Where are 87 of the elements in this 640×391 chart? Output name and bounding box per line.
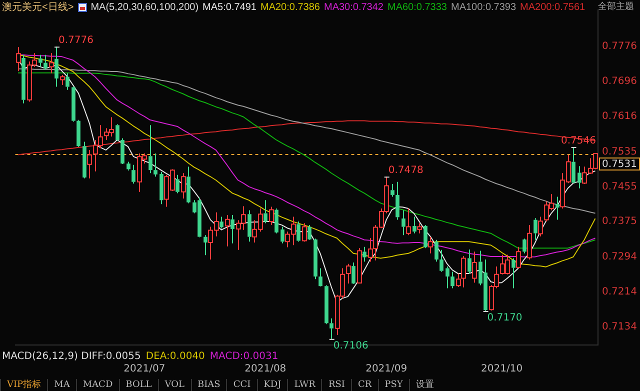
candlestick bbox=[412, 216, 416, 234]
text: RSI bbox=[321, 379, 351, 391]
candlestick bbox=[76, 119, 80, 148]
candlestick bbox=[38, 54, 42, 68]
annotation: 0.7546 bbox=[561, 136, 596, 147]
candlestick bbox=[132, 164, 136, 184]
candlestick bbox=[308, 224, 312, 240]
text: KDJ bbox=[256, 379, 288, 391]
annotation: 0.7478 bbox=[388, 165, 424, 176]
candlestick bbox=[396, 181, 400, 220]
candlestick bbox=[274, 208, 278, 234]
annotation: 全部主题 bbox=[597, 2, 635, 13]
candlestick bbox=[264, 200, 268, 224]
candlestick bbox=[352, 262, 356, 284]
candlestick bbox=[556, 196, 560, 220]
candlestick bbox=[296, 221, 300, 242]
candlestick bbox=[54, 46, 58, 88]
y-tick-label: 0.7455 bbox=[602, 181, 637, 192]
text: BIAS bbox=[190, 379, 226, 391]
candlestick bbox=[324, 284, 328, 325]
annotation: 0.7106 bbox=[333, 340, 368, 352]
text: MA60:0.7333 bbox=[387, 2, 447, 12]
annotation: 0.7776 bbox=[58, 35, 94, 46]
candlestick bbox=[578, 166, 582, 189]
candlestick bbox=[154, 153, 158, 178]
candlestick bbox=[44, 54, 48, 70]
candlestick bbox=[22, 54, 26, 104]
candlestick bbox=[220, 216, 224, 230]
candlestick bbox=[314, 238, 318, 280]
x-tick-label: 2021/09 bbox=[366, 364, 408, 375]
candlestick bbox=[126, 161, 130, 172]
text: DEA:0.0040 bbox=[146, 351, 205, 362]
candlestick bbox=[82, 141, 86, 179]
x-tick-label: 2021/08 bbox=[244, 364, 286, 375]
y-tick-label: 0.7696 bbox=[602, 76, 637, 88]
y-tick-label: 0.7375 bbox=[602, 216, 637, 228]
candlestick bbox=[248, 210, 252, 242]
text: PSY bbox=[378, 379, 409, 391]
candlestick bbox=[230, 214, 234, 244]
text: MA5:0.7491 bbox=[202, 2, 256, 12]
x-tick-label: 2021/10 bbox=[481, 364, 523, 375]
text: MACD(26,12,9) DIFF:0.0055 bbox=[2, 351, 141, 362]
candlestick bbox=[148, 124, 152, 174]
candlestick bbox=[450, 271, 454, 289]
candlestick bbox=[186, 166, 190, 204]
text: MA30:0.7342 bbox=[324, 2, 384, 12]
text: CCI bbox=[226, 379, 257, 391]
ref-line-label: 0.7531 bbox=[602, 159, 637, 170]
text: BOLL bbox=[118, 379, 158, 391]
candlestick bbox=[318, 268, 322, 286]
candlestick bbox=[120, 138, 124, 164]
y-tick-label: 0.7134 bbox=[602, 321, 637, 332]
chart-title: 澳元美元<日线> bbox=[2, 0, 74, 14]
candlestick bbox=[160, 171, 164, 205]
candlestick bbox=[402, 210, 406, 236]
y-tick-label: 0.7616 bbox=[602, 111, 637, 122]
text: LWR bbox=[287, 379, 322, 391]
candlestick bbox=[522, 238, 526, 254]
x-tick-label: 2021/07 bbox=[124, 364, 166, 375]
candlestick bbox=[66, 72, 70, 90]
text: MACD bbox=[76, 379, 119, 391]
candlestick bbox=[440, 249, 444, 272]
legend-title: MA(5,20,30,60,100,200) bbox=[90, 2, 199, 12]
candlestick bbox=[280, 226, 284, 244]
text: MACD:0.0031 bbox=[210, 351, 278, 362]
text: CR bbox=[350, 379, 378, 391]
text: MA20:0.7386 bbox=[260, 2, 320, 12]
candlestick bbox=[572, 146, 576, 183]
candlestick bbox=[446, 266, 450, 289]
text: MA200:0.7561 bbox=[520, 2, 586, 12]
candlestick bbox=[512, 258, 516, 289]
candlestick bbox=[390, 184, 394, 198]
y-tick-label: 0.7294 bbox=[602, 251, 637, 262]
candlestick bbox=[362, 246, 366, 262]
text: VIP指标 bbox=[0, 379, 48, 391]
candlestick bbox=[204, 234, 208, 256]
candlestick bbox=[468, 248, 472, 274]
text: MA bbox=[47, 379, 76, 391]
y-tick-label: 0.7776 bbox=[602, 41, 637, 52]
text: 设置 bbox=[408, 379, 440, 391]
text: VOL bbox=[158, 379, 190, 391]
candlestick bbox=[534, 218, 538, 240]
y-tick-label: 0.7214 bbox=[602, 286, 637, 298]
text: MA100:0.7393 bbox=[450, 2, 516, 12]
y-tick-label: 0.7535 bbox=[602, 146, 637, 158]
annotation: 0.7170 bbox=[487, 312, 522, 324]
candlestick bbox=[330, 318, 334, 340]
